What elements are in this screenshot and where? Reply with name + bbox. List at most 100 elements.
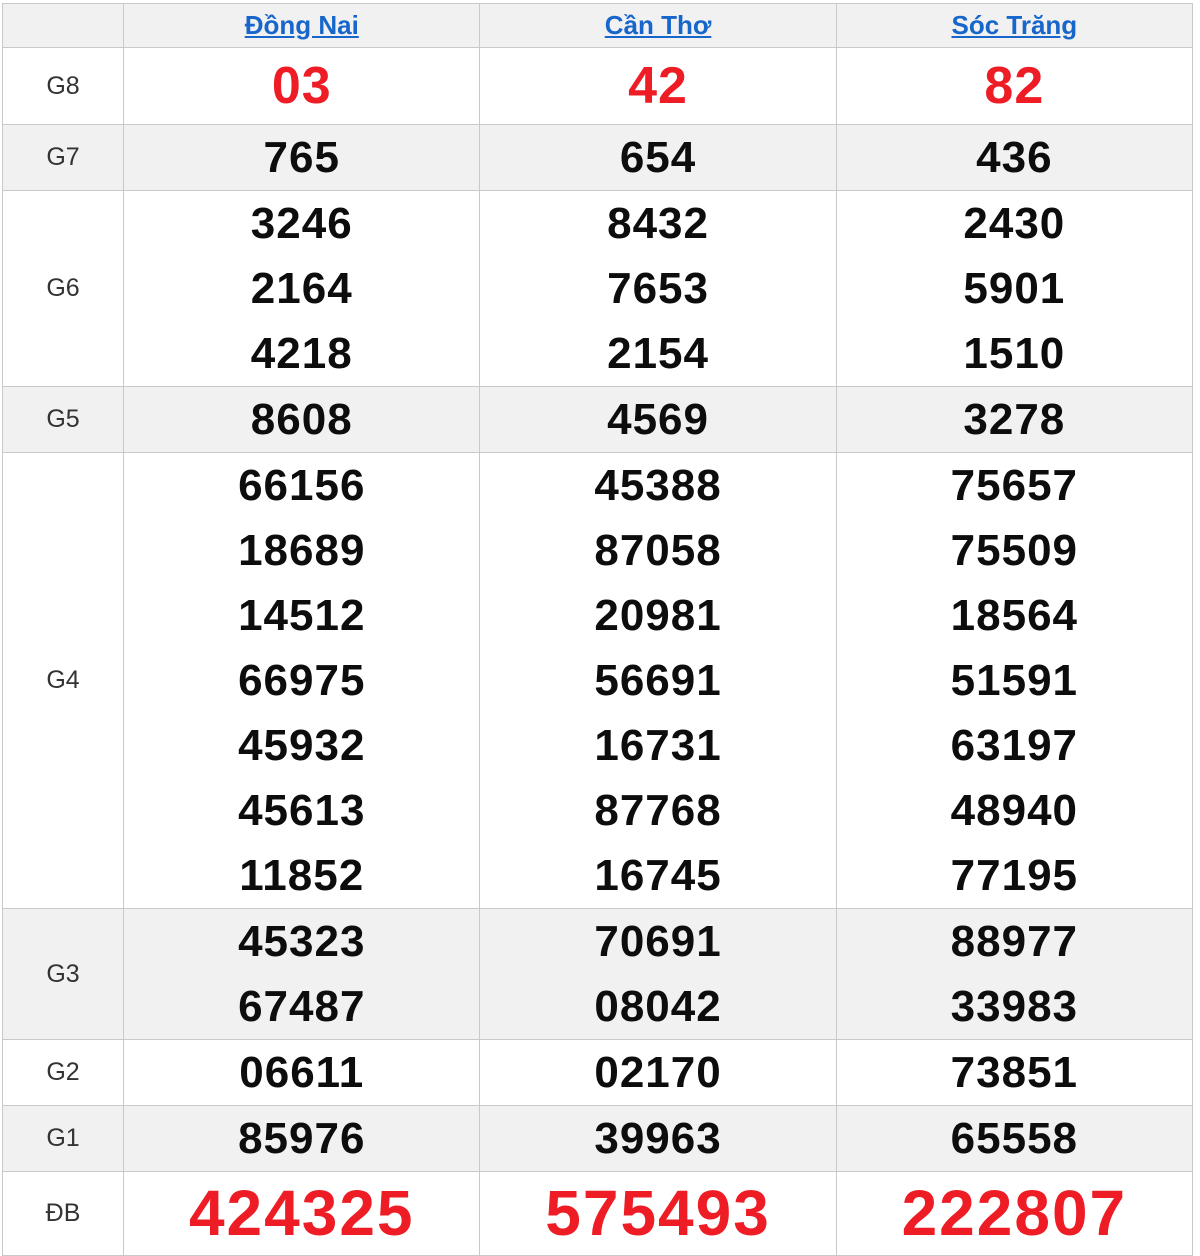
- prize-cell: 765: [123, 124, 481, 191]
- prize-row: G8 03 42 82: [1, 47, 1194, 125]
- prize-cell: 75657 75509 18564 51591 63197 48940 77195: [835, 452, 1194, 909]
- prize-number: 18689: [238, 526, 366, 575]
- prize-number: 70691: [594, 917, 722, 966]
- prize-number: 45388: [594, 461, 722, 510]
- prize-number: 8608: [250, 395, 353, 444]
- prize-number: 82: [984, 57, 1045, 115]
- prize-number: 7653: [607, 264, 709, 313]
- prize-number: 87058: [594, 526, 722, 575]
- prize-cell: 73851: [835, 1039, 1194, 1106]
- prize-label: G8: [1, 47, 125, 125]
- prize-cell: 88977 33983: [835, 908, 1194, 1040]
- prize-cell: 436: [835, 124, 1194, 191]
- prize-label: G7: [1, 124, 125, 191]
- prize-number: 3246: [250, 199, 353, 248]
- prize-number: 67487: [238, 982, 366, 1031]
- prize-number: 16745: [594, 851, 722, 900]
- prize-label: G1: [1, 1105, 125, 1172]
- prize-cell: 02170: [479, 1039, 837, 1106]
- prize-cell: 8432 7653 2154: [479, 190, 837, 387]
- prize-cell: 03: [123, 47, 481, 125]
- prize-cell: 45388 87058 20981 56691 16731 87768 16745: [479, 452, 837, 909]
- prize-number: 16731: [594, 721, 722, 770]
- prize-number: 33983: [950, 982, 1079, 1031]
- prize-number: 20981: [594, 591, 722, 640]
- prize-cell: 65558: [835, 1105, 1194, 1172]
- prize-number: 63197: [950, 721, 1079, 770]
- prize-number: 48940: [950, 786, 1079, 835]
- prize-number: 222807: [901, 1177, 1128, 1249]
- prize-number: 4218: [250, 329, 353, 378]
- prize-cell: 82: [835, 47, 1194, 125]
- prize-number: 1510: [963, 329, 1066, 378]
- prize-number: 87768: [594, 786, 722, 835]
- prize-row: G1 85976 39963 65558: [1, 1105, 1194, 1172]
- prize-number: 39963: [594, 1114, 722, 1163]
- prize-row: ĐB 424325 575493 222807: [1, 1171, 1194, 1256]
- prize-cell: 222807: [835, 1171, 1194, 1256]
- prize-row: G6 3246 2164 4218 8432 7653 2154 2430 5901 1510: [1, 190, 1194, 387]
- results-body: G8 03 42 82 G7 765 654 436 G6 3246 2164 4218 8432 765…: [1, 47, 1194, 1256]
- prize-number: 51591: [950, 656, 1079, 705]
- prize-label: G3: [1, 908, 125, 1040]
- prize-label: G6: [1, 190, 125, 387]
- prize-number: 2164: [250, 264, 353, 313]
- prize-cell: 70691 08042: [479, 908, 837, 1040]
- prize-cell: 2430 5901 1510: [835, 190, 1194, 387]
- prize-cell: 575493: [479, 1171, 837, 1256]
- province-link[interactable]: Cần Thơ: [604, 10, 712, 40]
- prize-number: 03: [271, 57, 332, 115]
- prize-number: 45613: [238, 786, 366, 835]
- prize-number: 56691: [594, 656, 722, 705]
- prize-label: G4: [1, 452, 125, 909]
- prize-number: 11852: [239, 851, 365, 900]
- province-link[interactable]: Đồng Nai: [244, 10, 359, 40]
- prize-cell: 06611: [123, 1039, 481, 1106]
- prize-number: 08042: [594, 982, 722, 1031]
- prize-cell: 4569: [479, 386, 837, 453]
- prize-label: G5: [1, 386, 125, 453]
- prize-row: G2 06611 02170 73851: [1, 1039, 1194, 1106]
- prize-number: 75509: [950, 526, 1079, 575]
- prize-row: G3 45323 67487 70691 08042 88977 33983: [1, 908, 1194, 1040]
- prize-number: 73851: [950, 1048, 1079, 1097]
- prize-number: 45932: [238, 721, 366, 770]
- prize-number: 02170: [594, 1048, 722, 1097]
- prize-number: 3278: [963, 395, 1066, 444]
- prize-number: 2154: [607, 329, 709, 378]
- prize-cell: 424325: [123, 1171, 481, 1256]
- prize-cell: 42: [479, 47, 837, 125]
- header-row: Đồng Nai Cần Thơ Sóc Trăng: [1, 3, 1194, 48]
- province-link[interactable]: Sóc Trăng: [951, 10, 1078, 40]
- prize-label: ĐB: [1, 1171, 125, 1256]
- prize-number: 85976: [238, 1114, 366, 1163]
- prize-cell: 8608: [123, 386, 481, 453]
- prize-number: 2430: [963, 199, 1066, 248]
- prize-number: 42: [628, 57, 688, 115]
- prize-row: G4 66156 18689 14512 66975 45932 45613 11852 453…: [1, 452, 1194, 909]
- prize-number: 06611: [239, 1048, 365, 1097]
- province-header-cell: Đồng Nai: [123, 3, 481, 48]
- prize-number: 654: [619, 133, 697, 182]
- prize-number: 65558: [950, 1114, 1079, 1163]
- prize-number: 14512: [238, 591, 366, 640]
- prize-number: 66156: [238, 461, 366, 510]
- prize-number: 4569: [607, 395, 709, 444]
- prize-cell: 39963: [479, 1105, 837, 1172]
- province-header-cell: Sóc Trăng: [835, 3, 1194, 48]
- prize-number: 88977: [950, 917, 1079, 966]
- prize-number: 424325: [188, 1177, 415, 1249]
- prize-row: G5 8608 4569 3278: [1, 386, 1194, 453]
- prize-number: 8432: [607, 199, 709, 248]
- prize-cell: 66156 18689 14512 66975 45932 45613 11852: [123, 452, 481, 909]
- header-empty-cell: [1, 3, 125, 48]
- prize-cell: 85976: [123, 1105, 481, 1172]
- province-header-cell: Cần Thơ: [479, 3, 837, 48]
- prize-cell: 654: [479, 124, 837, 191]
- prize-number: 66975: [238, 656, 366, 705]
- prize-number: 765: [263, 133, 340, 182]
- prize-number: 436: [976, 133, 1053, 182]
- prize-number: 18564: [950, 591, 1079, 640]
- prize-label: G2: [1, 1039, 125, 1106]
- prize-number: 45323: [238, 917, 366, 966]
